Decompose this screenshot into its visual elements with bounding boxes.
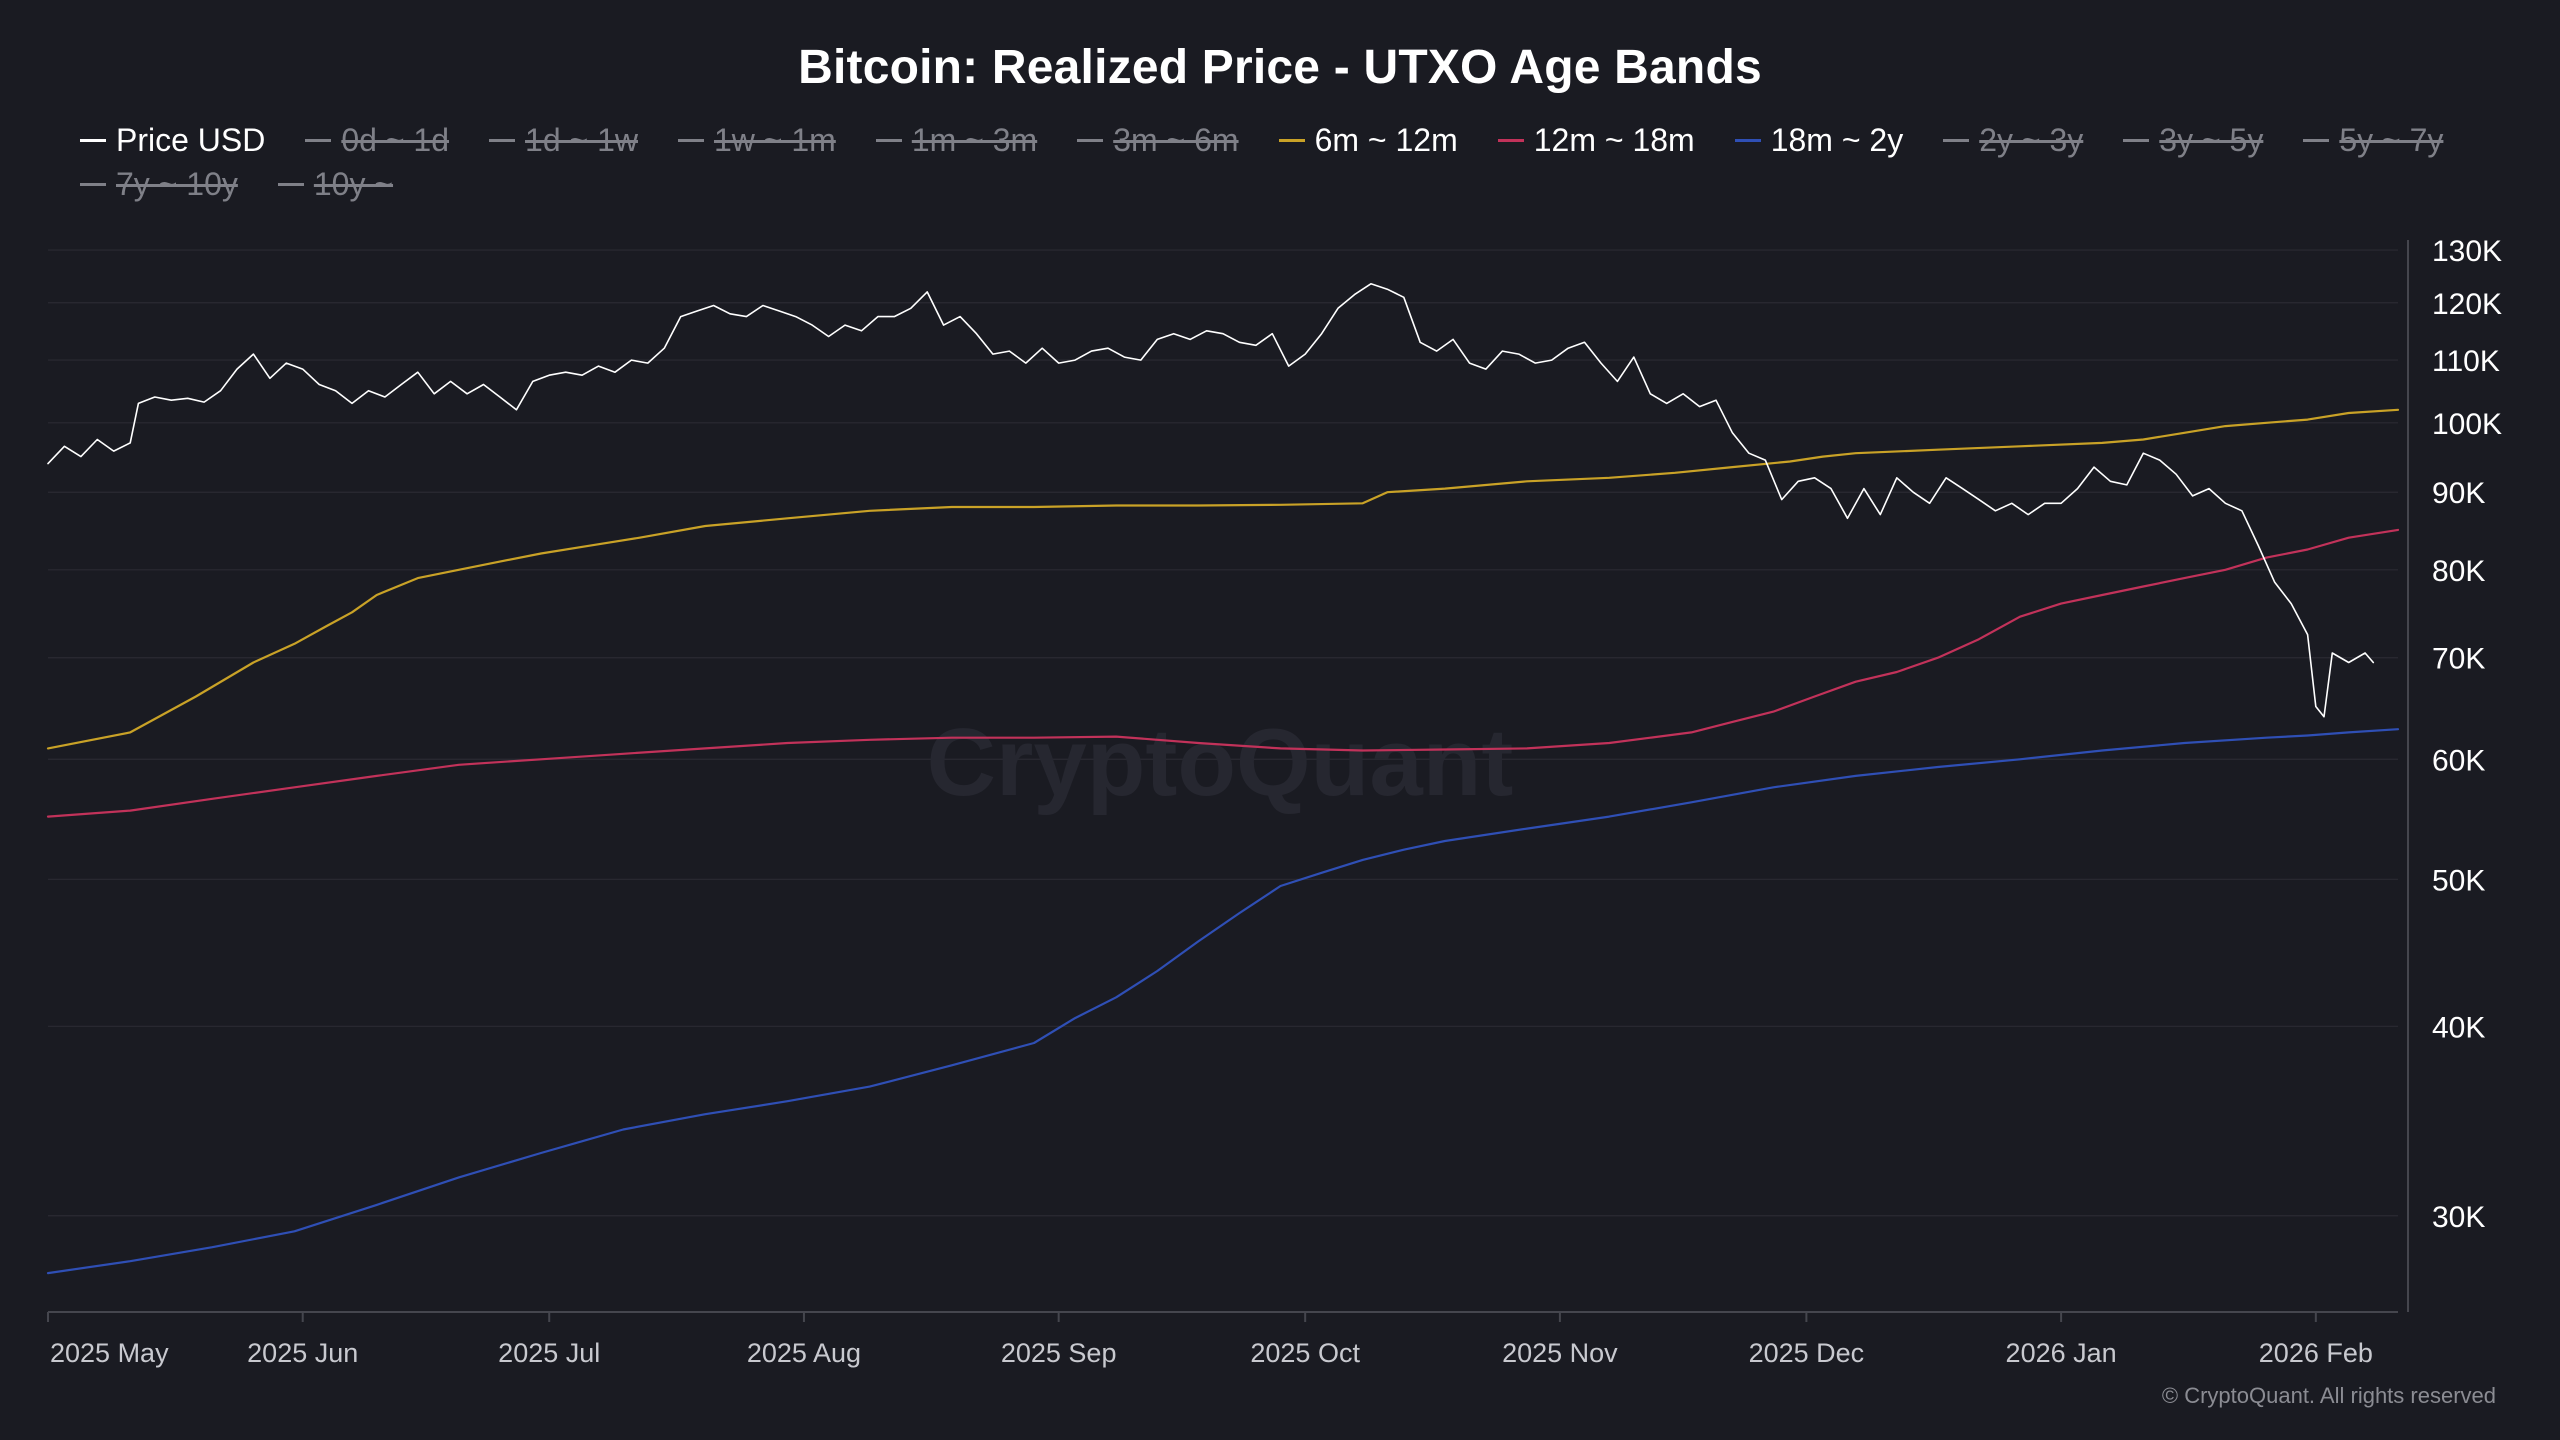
- x-tick-label: 2025 Nov: [1502, 1338, 1618, 1368]
- legend-item-1d-1w[interactable]: 1d ~ 1w: [489, 122, 638, 158]
- legend-label: 1d ~ 1w: [525, 122, 638, 158]
- y-tick-label: 90K: [2432, 477, 2485, 510]
- legend-swatch: [1734, 138, 1761, 142]
- legend-swatch: [80, 138, 106, 142]
- legend-swatch: [677, 138, 704, 142]
- legend-label: 2y ~ 3y: [1979, 122, 2084, 158]
- y-tick-label: 70K: [2432, 643, 2485, 676]
- legend-label: 3m ~ 6m: [1113, 122, 1239, 158]
- x-tick-label: 2025 May: [50, 1338, 169, 1368]
- legend-item-3m-6m[interactable]: 3m ~ 6m: [1077, 122, 1239, 158]
- watermark: CryptoQuant: [927, 709, 1514, 816]
- x-tick-label: 2025 Oct: [1250, 1338, 1360, 1368]
- x-tick-label: 2026 Feb: [2259, 1338, 2373, 1368]
- legend-swatch: [875, 138, 902, 142]
- legend-item-5y-7y[interactable]: 5y ~ 7y: [2303, 122, 2443, 158]
- legend-label: 3y ~ 5y: [2159, 122, 2264, 158]
- y-tick-label: 120K: [2432, 288, 2502, 321]
- legend-swatch: [2123, 138, 2150, 142]
- legend-item-12m-18m[interactable]: 12m ~ 18m: [1497, 122, 1695, 158]
- legend-label: 5y ~ 7y: [2339, 122, 2444, 158]
- series-line-18m-2y: [46, 728, 2400, 1275]
- x-tick-label: 2026 Jan: [2006, 1338, 2117, 1368]
- series-layer: [46, 282, 2400, 1275]
- legend-swatch: [489, 138, 516, 142]
- y-tick-label: 60K: [2432, 744, 2485, 777]
- legend-item-price-usd[interactable]: Price USD: [80, 122, 265, 158]
- copyright-text: © CryptoQuant. All rights reserved: [2161, 1383, 2496, 1408]
- legend-label: 0d ~ 1d: [341, 122, 450, 158]
- y-tick-label: 100K: [2432, 408, 2502, 441]
- legend-item-6m-12m[interactable]: 6m ~ 12m: [1278, 122, 1458, 158]
- y-tick-label: 130K: [2432, 235, 2502, 268]
- legend-label: 10y ~: [313, 166, 394, 202]
- legend-label: 12m ~ 18m: [1533, 122, 1695, 158]
- grid-layer: [48, 249, 2398, 1217]
- legend-item-18m-2y[interactable]: 18m ~ 2y: [1734, 122, 1904, 158]
- series-line-6m-12m: [46, 408, 2400, 750]
- legend-label: 1w ~ 1m: [713, 122, 836, 158]
- legend-swatch: [1943, 138, 1970, 142]
- x-tick-label: 2025 Dec: [1749, 1338, 1865, 1368]
- legend-swatch: [277, 182, 304, 186]
- legend-swatch: [1077, 138, 1104, 142]
- series-line-12m-18m: [46, 528, 2400, 818]
- legend-item-0d-1d[interactable]: 0d ~ 1d: [305, 122, 449, 158]
- axis-layer: 30K 40K 50K 60K 70K 80K 90K 100K 110K 120K 130K 202…: [47, 235, 2502, 1368]
- y-tick-label: 80K: [2432, 555, 2485, 588]
- legend-item-2y-3y[interactable]: 2y ~ 3y: [1943, 122, 2083, 158]
- legend-label: 1m ~ 3m: [911, 122, 1038, 158]
- legend-swatch: [1497, 138, 1524, 142]
- x-tick-label: 2025 Sep: [1001, 1338, 1117, 1368]
- y-tick-label: 50K: [2432, 864, 2485, 897]
- legend-swatch: [2303, 138, 2330, 142]
- legend-item-7y-10y[interactable]: 7y ~ 10y: [80, 166, 238, 202]
- x-tick-label: 2025 Aug: [747, 1338, 861, 1368]
- chart-title: Bitcoin: Realized Price - UTXO Age Bands: [798, 41, 1762, 94]
- legend-item-1w-1m[interactable]: 1w ~ 1m: [677, 122, 836, 158]
- legend: Price USD 0d ~ 1d 1d ~ 1w 1w ~ 1m 1m ~ 3m 3m …: [80, 122, 2500, 202]
- legend-item-3y-5y[interactable]: 3y ~ 5y: [2123, 122, 2263, 158]
- legend-item-10y[interactable]: 10y ~: [277, 166, 394, 202]
- legend-label: Price USD: [116, 122, 266, 158]
- legend-item-1m-3m[interactable]: 1m ~ 3m: [875, 122, 1038, 158]
- legend-swatch: [80, 182, 106, 186]
- y-tick-label: 30K: [2432, 1201, 2485, 1234]
- legend-swatch: [305, 138, 332, 142]
- x-tick-label: 2025 Jul: [498, 1338, 600, 1368]
- y-tick-label: 110K: [2432, 345, 2500, 378]
- legend-label: 18m ~ 2y: [1770, 122, 1904, 158]
- y-tick-label: 40K: [2432, 1011, 2485, 1044]
- legend-label: 7y ~ 10y: [116, 166, 238, 202]
- legend-label: 6m ~ 12m: [1314, 122, 1458, 158]
- legend-swatch: [1278, 138, 1305, 142]
- x-tick-label: 2025 Jun: [247, 1338, 358, 1368]
- series-line-price-usd: [47, 282, 2375, 718]
